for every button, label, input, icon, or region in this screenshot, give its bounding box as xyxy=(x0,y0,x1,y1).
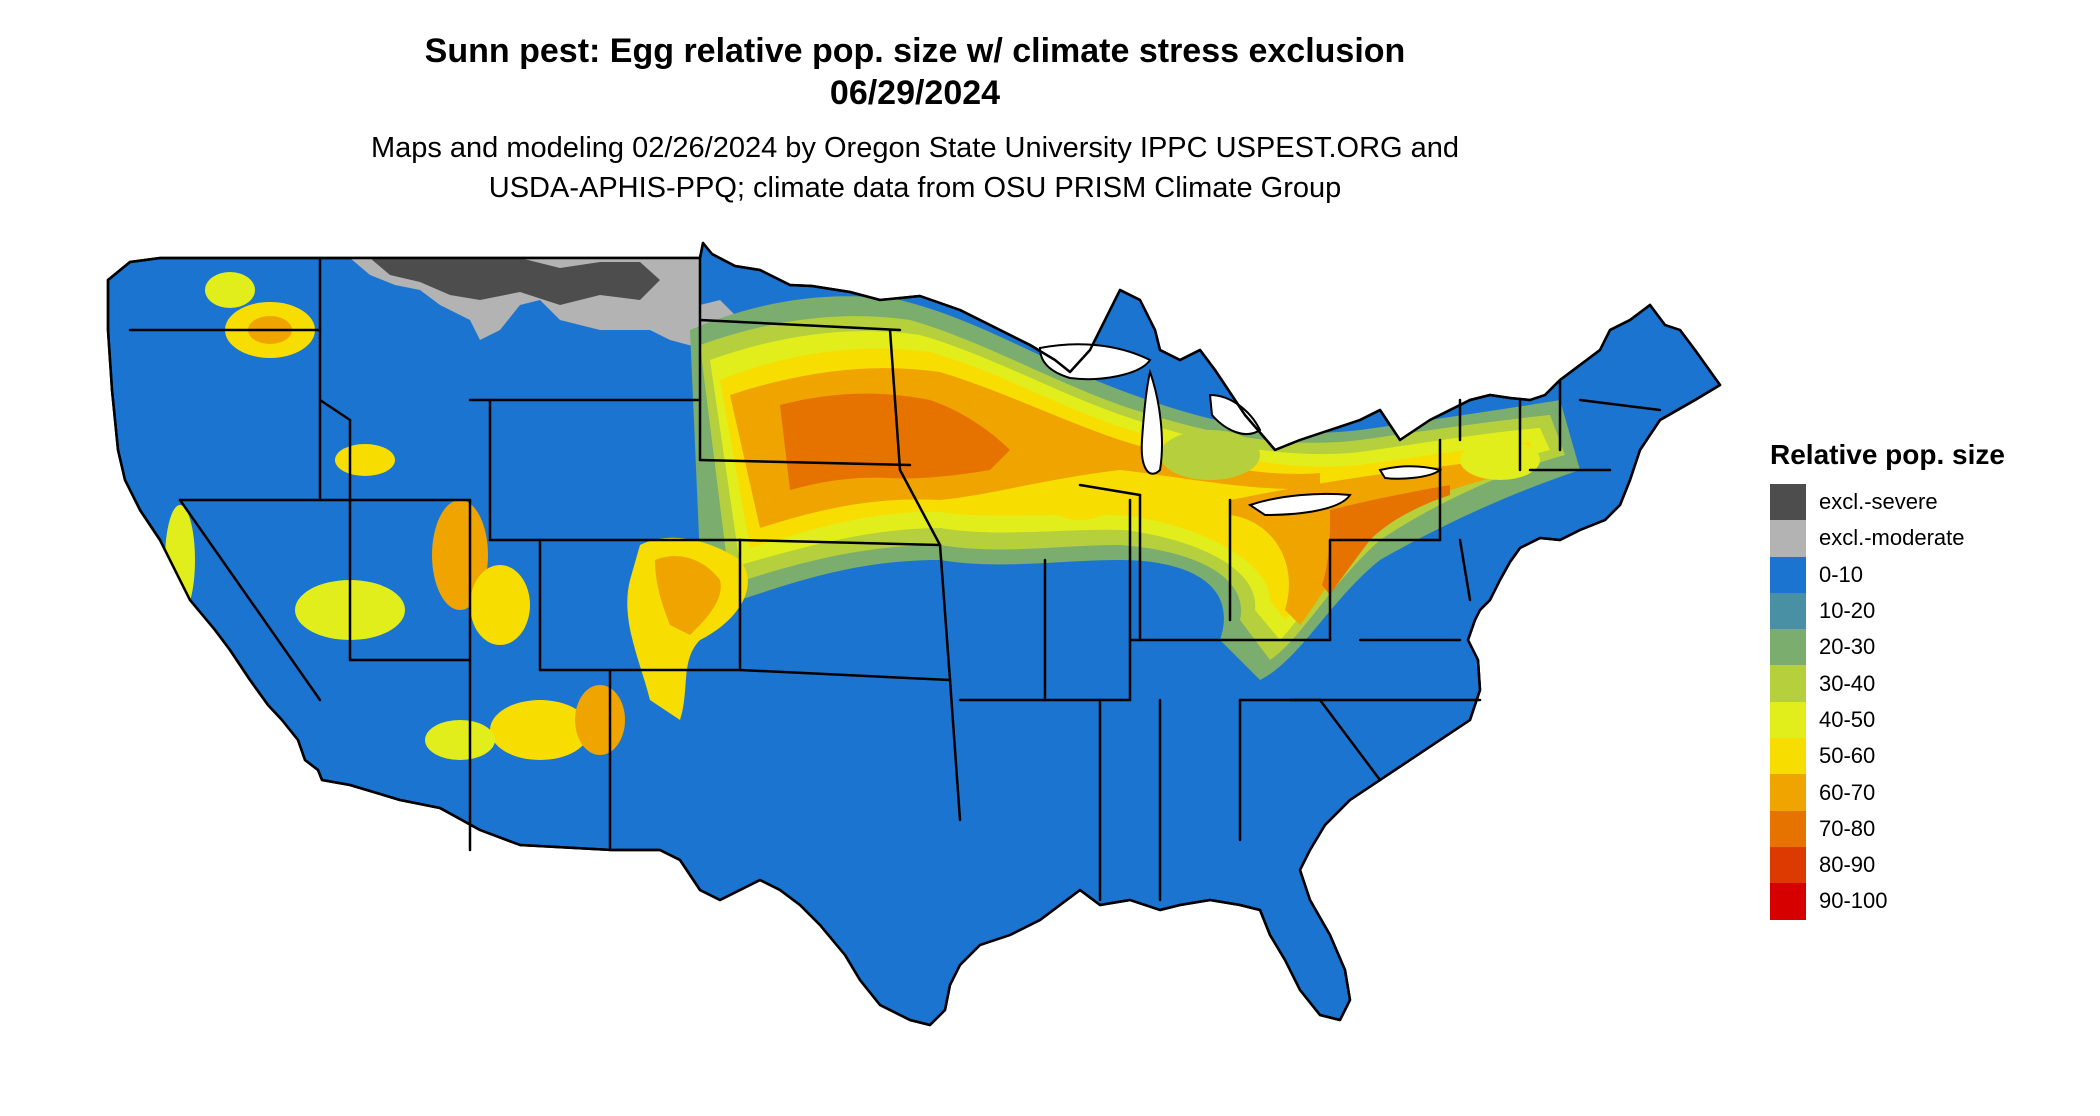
legend-swatch xyxy=(1770,592,1806,630)
state-border xyxy=(888,328,902,472)
us-outline-stroke xyxy=(106,241,1722,1027)
risk-band-front-range-core xyxy=(655,556,721,635)
state-border xyxy=(1578,398,1662,412)
risk-patch-60-70 xyxy=(432,500,488,610)
legend-swatch xyxy=(1770,738,1806,775)
legend-label: 70-80 xyxy=(1819,815,1876,841)
map-date: 06/29/2024 xyxy=(829,74,1001,112)
map-subtitle: Maps and modeling 02/26/2024 by Oregon S… xyxy=(0,128,1830,208)
legend-swatch xyxy=(1770,774,1806,811)
risk-patch-40-50 xyxy=(425,720,495,760)
state-border xyxy=(948,678,962,822)
legend-swatch xyxy=(1770,484,1806,521)
map-title: Sunn pest: Egg relative pop. size w/ cli… xyxy=(424,32,1406,70)
legend-swatch xyxy=(1770,810,1806,847)
risk-patch-50-60 xyxy=(1045,480,1115,520)
legend-item: 40-50 xyxy=(1770,701,2070,739)
title-block: Sunn pest: Egg relative pop. size w/ cli… xyxy=(0,30,1830,208)
state-border xyxy=(1318,698,1382,782)
legend-item: 50-60 xyxy=(1770,738,2070,775)
state-border xyxy=(1458,538,1472,602)
risk-patch-50-60 xyxy=(335,444,395,476)
legend-swatch xyxy=(1770,883,1806,920)
legend-label: 20-30 xyxy=(1819,634,1876,660)
legend-items: excl.-severe excl.-moderate 0-10 10-20 20-30… xyxy=(1770,484,2070,920)
legend-label: 90-100 xyxy=(1819,888,1888,914)
legend-swatch xyxy=(1770,520,1806,557)
legend-item: 70-80 xyxy=(1770,810,2070,847)
legend-label: 40-50 xyxy=(1819,706,1876,732)
legend-label: excl.-moderate xyxy=(1819,525,1965,551)
state-border xyxy=(318,398,352,502)
legend-swatch xyxy=(1770,665,1806,702)
legend-label: 0-10 xyxy=(1819,561,1864,587)
legend-label: excl.-severe xyxy=(1819,489,1938,515)
risk-patch-50-60 xyxy=(490,700,590,760)
legend-item: 20-30 xyxy=(1770,629,2070,666)
lake xyxy=(1208,393,1262,435)
state-border xyxy=(1078,483,1142,497)
legend-item: 80-90 xyxy=(1770,846,2070,884)
legend-item: 0-10 xyxy=(1770,556,2070,593)
state-border xyxy=(178,498,322,702)
legend-swatch xyxy=(1770,846,1806,884)
legend-swatch xyxy=(1770,556,1806,593)
legend-item: 10-20 xyxy=(1770,592,2070,630)
risk-band-70-80 xyxy=(780,393,1010,490)
risk-patch-40-50 xyxy=(1460,440,1540,480)
legend-label: 10-20 xyxy=(1819,598,1876,624)
legend-label: 30-40 xyxy=(1819,670,1876,696)
state-border xyxy=(898,468,942,547)
legend-label: 80-90 xyxy=(1819,852,1876,878)
legend-item: 30-40 xyxy=(1770,665,2070,702)
state-border xyxy=(698,458,912,467)
state-border xyxy=(738,668,952,682)
risk-patch-50-60 xyxy=(470,565,530,645)
risk-band-70-80 xyxy=(1322,485,1450,595)
subtitle-line-1: Maps and modeling 02/26/2024 by Oregon S… xyxy=(370,132,1460,164)
map-layer xyxy=(106,241,1722,1027)
legend: Relative pop. size excl.-severe excl.-mod… xyxy=(1770,438,2070,920)
legend-swatch xyxy=(1770,701,1806,739)
subtitle-line-2: USDA-APHIS-PPQ; climate data from OSU PR… xyxy=(488,172,1342,204)
lake xyxy=(1140,368,1163,475)
risk-patch-30-40 xyxy=(1160,430,1260,480)
legend-item: 90-100 xyxy=(1770,883,2070,920)
legend-label: 60-70 xyxy=(1819,779,1876,805)
legend-label: 50-60 xyxy=(1819,743,1876,769)
legend-item: excl.-moderate xyxy=(1770,520,2070,557)
risk-patch-50-60 xyxy=(140,570,160,630)
legend-title: Relative pop. size xyxy=(1770,439,2005,470)
state-border xyxy=(738,538,942,547)
risk-patch-40-50 xyxy=(225,755,275,785)
risk-patch-60-70 xyxy=(575,685,625,755)
risk-patch-40-50 xyxy=(205,272,255,308)
legend-item: excl.-severe xyxy=(1770,484,2070,521)
exclusion-severe-area xyxy=(370,258,660,305)
lake xyxy=(1247,492,1352,517)
state-border xyxy=(698,318,902,332)
state-border xyxy=(938,543,952,682)
legend-swatch xyxy=(1770,629,1806,666)
legend-item: 60-70 xyxy=(1770,774,2070,811)
